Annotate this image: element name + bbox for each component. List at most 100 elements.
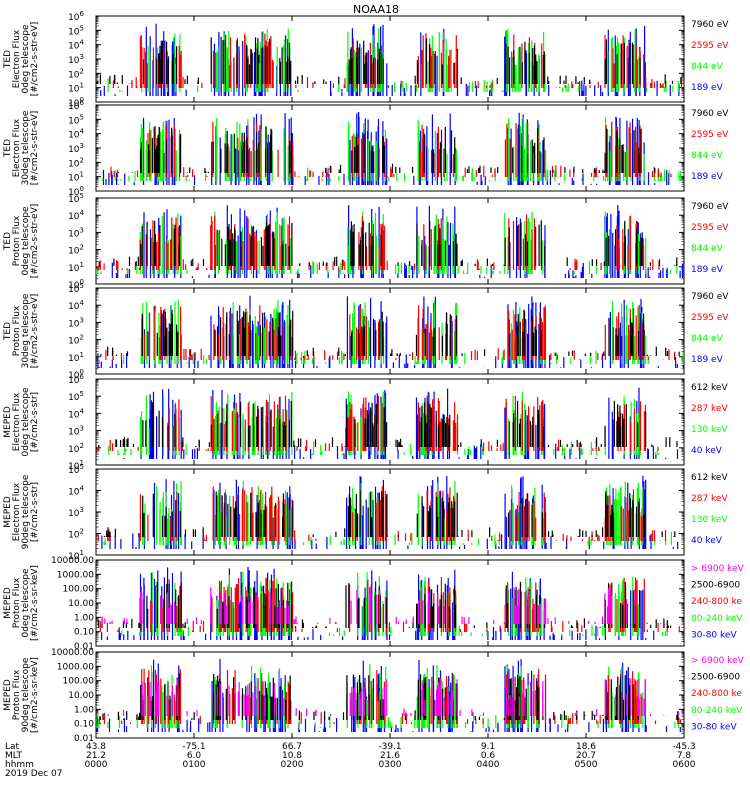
time-row-value: 66.7 [282, 742, 302, 752]
y-tick-label: 10.00 [68, 599, 94, 609]
data-series-3 [100, 309, 680, 356]
data-marks [102, 112, 682, 185]
y-tick-label: 104 [68, 128, 84, 141]
legend-entry: 612 keV [691, 383, 728, 393]
time-row-value: 0300 [379, 760, 402, 770]
legend-entry: 30-80 keV [691, 722, 737, 732]
time-row-value: -75.1 [182, 742, 205, 752]
y-tick-label: 0.10 [74, 720, 94, 730]
y-axis-label: [#/cm2-s-str-eV] [30, 294, 40, 369]
y-axis-label: Proton Flux [12, 305, 22, 356]
y-axis-label: Proton Flux [12, 577, 22, 628]
y-tick-label: 104 [68, 407, 84, 420]
data-marks [97, 476, 679, 549]
y-axis-label: MEPED [3, 679, 13, 711]
data-marks [97, 295, 684, 368]
data-series-2 [105, 304, 676, 360]
panel-frame [95, 15, 685, 103]
y-tick-label: 106 [68, 10, 84, 23]
time-row-value: 6.0 [187, 751, 202, 761]
y-axis-label: 0deg telescope [21, 206, 31, 276]
y-tick-label: 101 [68, 549, 84, 562]
legend-entry: 2595 eV [691, 130, 729, 140]
panel-frame [95, 468, 685, 556]
y-tick-label: 106 [68, 373, 84, 386]
data-marks [96, 23, 683, 96]
y-tick-label: 102 [68, 156, 84, 169]
y-tick-label: 104 [68, 485, 84, 498]
y-tick-label: 104 [68, 299, 84, 312]
y-tick-label: 1000.00 [57, 662, 94, 672]
time-row-value: 9.1 [481, 742, 495, 752]
y-tick-label: 0.01 [74, 734, 94, 744]
time-row-value: 43.8 [86, 742, 106, 752]
plot-title: NOAA18 [353, 3, 399, 16]
y-axis-label: TED [3, 50, 13, 69]
y-axis-label: MEPED [3, 406, 13, 438]
legend-entry: 80-240 keV [691, 706, 743, 716]
y-tick-label: 102 [68, 442, 84, 455]
date-label: 2019 Dec 07 [5, 769, 63, 779]
y-axis-label: 90deg telescope [21, 474, 31, 549]
legend-entry: 2500-6900 [691, 581, 740, 591]
y-tick-label: 105 [68, 463, 84, 476]
legend-entry: 40 keV [691, 446, 723, 456]
time-row-value: 21.6 [380, 751, 400, 761]
data-series-0 [100, 23, 680, 96]
legend-entry: 2595 eV [691, 41, 729, 51]
legend-entry: 7960 eV [691, 20, 729, 30]
legend-entry: 2595 eV [691, 223, 729, 233]
y-tick-label: 106 [68, 99, 84, 112]
time-row-value: 0200 [281, 760, 304, 770]
panel-5: 101 102 103 104 105 106 MEPED Electron Flux 0deg… [3, 373, 728, 472]
y-axis-label: 0deg telescope [21, 24, 31, 94]
y-tick-label: 1.00 [74, 613, 94, 623]
y-tick-label: 101 [68, 82, 84, 95]
y-axis-label: Electron Flux [12, 118, 22, 177]
legend-entry: 844 eV [691, 244, 724, 254]
legend-entry: 240-800 ke [691, 597, 742, 607]
data-series-3 [102, 126, 656, 173]
legend-entry: 844 eV [691, 334, 724, 344]
y-tick-label: 102 [68, 334, 84, 347]
legend-entry: 40 keV [691, 536, 723, 546]
panel-frame [95, 104, 685, 192]
data-marks [97, 566, 680, 640]
data-marks [96, 659, 682, 732]
y-axis-label: 0deg telescope [21, 387, 31, 457]
y-axis-label: 0deg telescope [21, 568, 31, 638]
data-series-2 [110, 121, 672, 177]
panel-6: 101 102 103 104 105 MEPED Electron Flux 90deg t… [3, 463, 728, 562]
legend-entry: > 6900 keV [691, 656, 745, 666]
legend-entry: 240-800 ke [691, 689, 742, 699]
y-tick-label: 100.00 [63, 677, 95, 687]
time-row-label: MLT [5, 751, 23, 761]
y-tick-label: 104 [68, 209, 84, 222]
y-tick-label: 102 [68, 528, 84, 541]
legend-entry: 7960 eV [691, 292, 729, 302]
data-series-4 [101, 586, 662, 624]
time-row-value: 0000 [85, 760, 108, 770]
panel-3: 100 101 102 103 104 105 TED Proton Flux 0deg tel… [3, 192, 729, 291]
legend-entry: 189 eV [691, 172, 724, 182]
y-axis-label: [#/cm2-s-str] [30, 392, 40, 452]
legend-entry: > 6900 keV [691, 564, 745, 574]
y-axis-label: TED [3, 232, 13, 251]
y-tick-label: 100 [68, 96, 84, 109]
data-series-3 [98, 581, 672, 628]
y-tick-label: 105 [68, 24, 84, 37]
time-row-value: -45.3 [672, 742, 695, 752]
legend-entry: 189 eV [691, 265, 724, 275]
legend-entry: 287 keV [691, 494, 728, 504]
y-axis-label: Proton Flux [12, 215, 22, 266]
data-marks [96, 205, 684, 278]
legend-entry: 80-240 keV [691, 614, 743, 624]
legend-entry: 287 keV [691, 404, 728, 414]
legend-entry: 130 keV [691, 515, 728, 525]
data-series-4 [107, 678, 680, 716]
data-series-2 [111, 33, 683, 88]
y-tick-label: 105 [68, 282, 84, 295]
legend-entry: 7960 eV [691, 202, 729, 212]
time-row-value: 0100 [183, 760, 206, 770]
